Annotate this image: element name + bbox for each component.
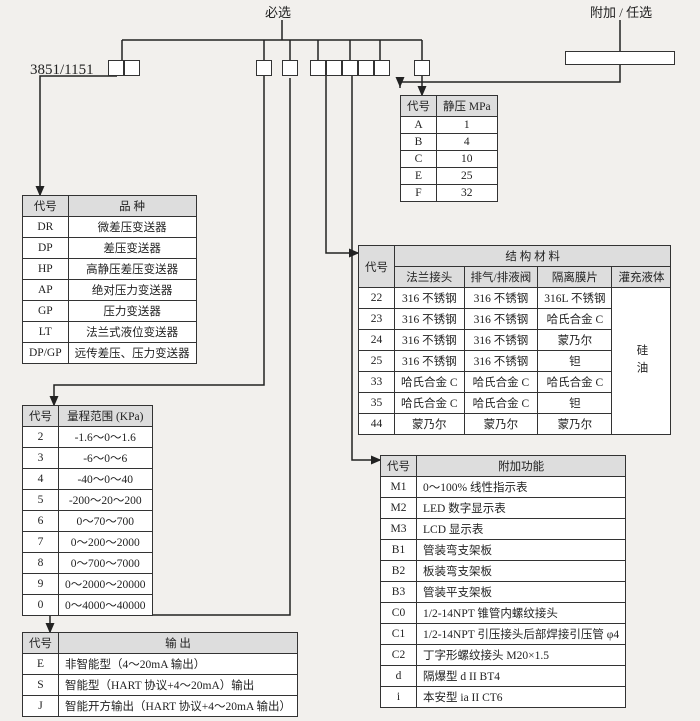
slot-box bbox=[282, 60, 298, 76]
table-row: B4 bbox=[401, 134, 498, 151]
slot-box bbox=[342, 60, 358, 76]
table-pressure: 代号静压 MPaA1B4C10E25F32 bbox=[400, 95, 498, 202]
table-row: F32 bbox=[401, 185, 498, 202]
table-row: DP差压变送器 bbox=[23, 238, 197, 259]
table-row: 2-1.6～0～1.6 bbox=[23, 427, 153, 448]
col-header: 量程范围 (KPa) bbox=[59, 406, 153, 427]
table-row: DR微差压变送器 bbox=[23, 217, 197, 238]
table-material: 代号结 构 材 料法兰接头排气/排液阀隔离膜片灌充液体22316 不锈钢316 … bbox=[358, 245, 671, 435]
col-header: 代号 bbox=[23, 633, 59, 654]
table-row: B1管装弯支架板 bbox=[381, 540, 626, 561]
table-row: E非智能型（4～20mA 输出） bbox=[23, 654, 298, 675]
header-required: 必选 bbox=[265, 2, 291, 21]
table-row: M3LCD 显示表 bbox=[381, 519, 626, 540]
table-row: 00～4000～40000 bbox=[23, 595, 153, 616]
table-row: 60～70～700 bbox=[23, 511, 153, 532]
table-options: 代号附加功能M10～100% 线性指示表M2LED 数字显示表M3LCD 显示表… bbox=[380, 455, 626, 708]
col-header: 代号 bbox=[401, 96, 437, 117]
table-row: C01/2-14NPT 锥管内螺纹接头 bbox=[381, 603, 626, 624]
table-row: i本安型 ia II CT6 bbox=[381, 687, 626, 708]
table-row: C11/2-14NPT 引压接头后部焊接引压管 φ4 bbox=[381, 624, 626, 645]
table-type: 代号品 种DR微差压变送器DP差压变送器HP高静压差压变送器AP绝对压力变送器G… bbox=[22, 195, 197, 364]
table-row: S智能型（HART 协议+4～20mA）输出 bbox=[23, 675, 298, 696]
table-row: 22316 不锈钢316 不锈钢316L 不锈钢硅油 bbox=[359, 288, 671, 309]
model-label: 3851/1151 bbox=[30, 62, 94, 79]
table-row: 3-6～0～6 bbox=[23, 448, 153, 469]
col-header: 代号 bbox=[381, 456, 417, 477]
slot-box bbox=[124, 60, 140, 76]
table-row: J智能开方输出（HART 协议+4～20mA 输出） bbox=[23, 696, 298, 717]
slot-box-wide bbox=[565, 51, 675, 65]
table-row: C2丁字形螺纹接头 M20×1.5 bbox=[381, 645, 626, 666]
table-row: M10～100% 线性指示表 bbox=[381, 477, 626, 498]
slot-box bbox=[374, 60, 390, 76]
col-header: 品 种 bbox=[68, 196, 196, 217]
slot-box bbox=[326, 60, 342, 76]
slot-box bbox=[256, 60, 272, 76]
slot-box bbox=[414, 60, 430, 76]
slot-box bbox=[358, 60, 374, 76]
col-header: 代号 bbox=[23, 196, 69, 217]
table-row: DP/GP远传差压、压力变送器 bbox=[23, 343, 197, 364]
table-row: LT法兰式液位变送器 bbox=[23, 322, 197, 343]
table-row: 4-40～0～40 bbox=[23, 469, 153, 490]
table-row: B2板装弯支架板 bbox=[381, 561, 626, 582]
table-row: E25 bbox=[401, 168, 498, 185]
table-row: B3管装平支架板 bbox=[381, 582, 626, 603]
table-row: 70～200～2000 bbox=[23, 532, 153, 553]
col-header: 静压 MPa bbox=[437, 96, 498, 117]
slot-box bbox=[310, 60, 326, 76]
slot-box bbox=[108, 60, 124, 76]
table-range: 代号量程范围 (KPa)2-1.6～0～1.63-6～0～64-40～0～405… bbox=[22, 405, 153, 616]
table-row: 90～2000～20000 bbox=[23, 574, 153, 595]
table-row: C10 bbox=[401, 151, 498, 168]
header-optional: 附加 / 任选 bbox=[590, 2, 652, 21]
table-row: HP高静压差压变送器 bbox=[23, 259, 197, 280]
table-row: GP压力变送器 bbox=[23, 301, 197, 322]
col-header: 代号 bbox=[23, 406, 59, 427]
col-header: 附加功能 bbox=[417, 456, 626, 477]
table-row: 80～700～7000 bbox=[23, 553, 153, 574]
table-row: AP绝对压力变送器 bbox=[23, 280, 197, 301]
table-row: 5-200～20～200 bbox=[23, 490, 153, 511]
col-header: 输 出 bbox=[59, 633, 298, 654]
table-row: A1 bbox=[401, 117, 498, 134]
table-row: d隔爆型 d II BT4 bbox=[381, 666, 626, 687]
table-row: M2LED 数字显示表 bbox=[381, 498, 626, 519]
table-output: 代号输 出E非智能型（4～20mA 输出）S智能型（HART 协议+4～20mA… bbox=[22, 632, 298, 717]
